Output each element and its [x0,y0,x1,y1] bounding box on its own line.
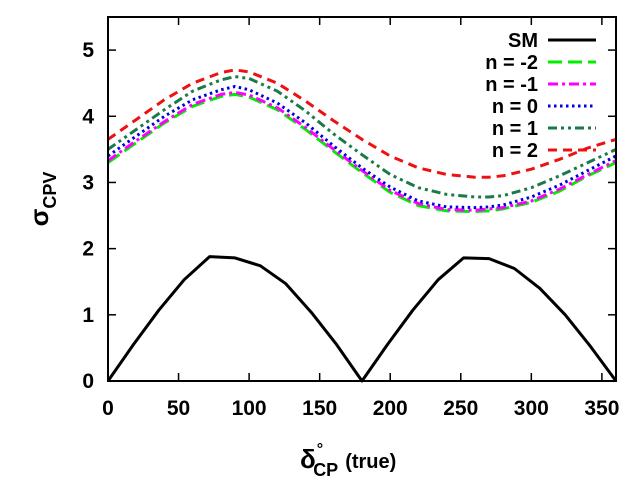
y-tick-label: 2 [82,238,94,261]
legend-label-2: n = -1 [485,74,538,96]
series-line-2 [107,90,617,212]
y-axis-title: σCPV [24,172,60,227]
y-tick-label: 3 [82,171,94,194]
y-tick-label: 1 [82,304,94,327]
x-tick-label: 250 [443,397,478,420]
axis-ticks [107,17,616,382]
series-line-4 [107,75,617,199]
x-tick-label: 200 [373,397,408,420]
x-axis-symbol: δ [300,444,316,474]
x-tick-label: 100 [232,397,267,420]
y-axis-subscript: CPV [40,172,60,209]
legend-label-1: n = -2 [485,52,538,74]
x-tick-label: 150 [302,397,337,420]
y-tick-label: 0 [82,370,94,393]
legend: SMn = -2n = -1n = 0n = 1n = 2 [485,30,596,162]
legend-label-3: n = 0 [492,96,538,118]
series-line-5 [107,68,617,179]
x-axis-degree: ° [317,441,323,458]
series-line-3 [107,85,617,210]
x-axis-title: δ° CP (true) [300,441,396,480]
curves-layer [106,68,618,383]
legend-label-0: SM [508,30,538,52]
x-tick-label: 50 [167,397,190,420]
axis-tick-labels: 0 50 100 150 200 250 300 350 0 1 2 3 4 5 [82,39,619,420]
series-line-0 [106,255,618,383]
y-tick-label: 4 [82,105,94,128]
x-tick-label: 300 [514,397,549,420]
y-axis-symbol: σ [24,208,54,226]
x-axis-subscript: CP [313,460,338,480]
x-axis-suffix: (true) [345,451,396,473]
legend-label-4: n = 1 [492,118,538,140]
legend-label-5: n = 2 [492,140,538,162]
y-tick-label: 5 [82,39,94,62]
plot-frame [107,16,617,382]
x-tick-label: 0 [102,397,114,420]
x-tick-label: 350 [584,397,619,420]
